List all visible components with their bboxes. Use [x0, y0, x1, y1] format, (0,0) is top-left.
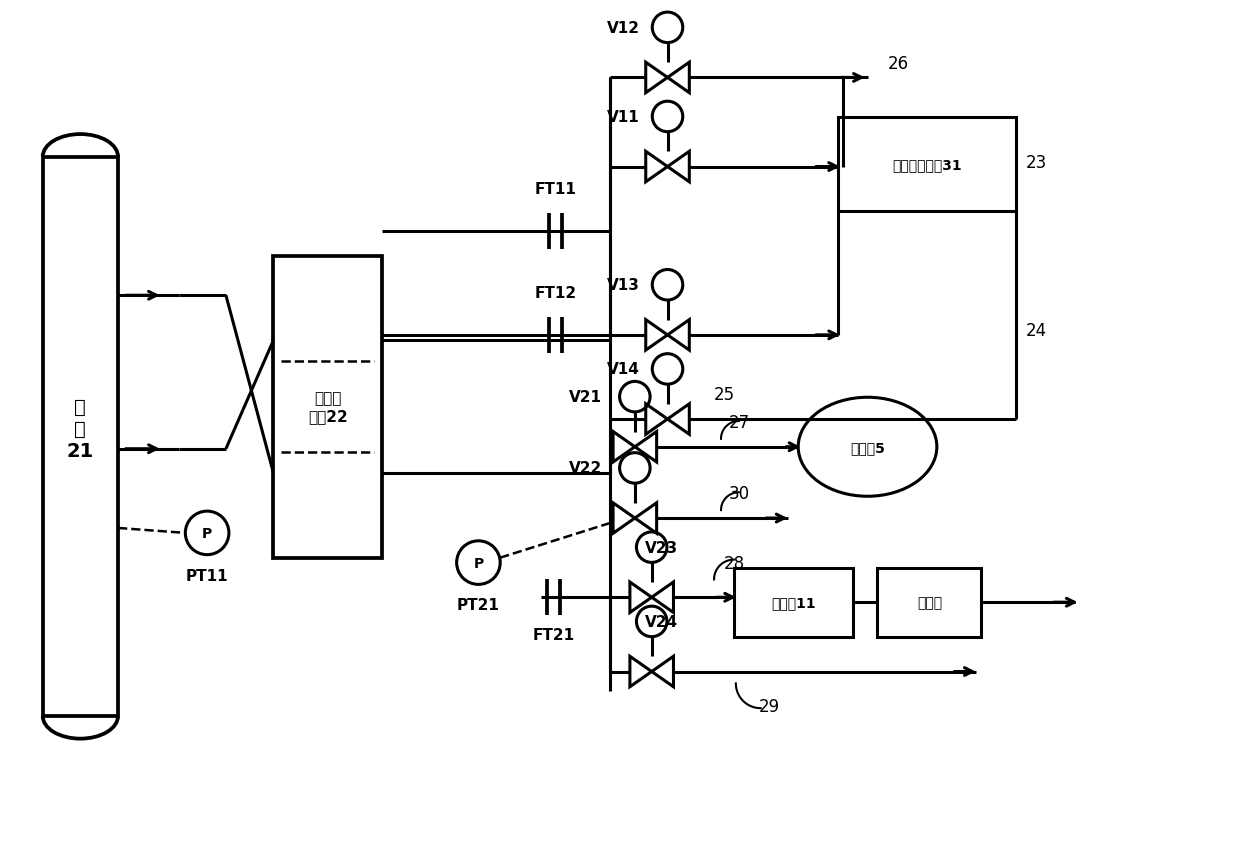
Text: P: P [202, 527, 212, 540]
Text: V22: V22 [569, 461, 601, 476]
Text: 27: 27 [729, 414, 750, 431]
Text: 29: 29 [759, 697, 780, 716]
Text: 30: 30 [729, 484, 750, 503]
Text: V23: V23 [645, 540, 678, 555]
Text: FT11: FT11 [534, 182, 577, 197]
Bar [838, 118, 1016, 212]
Text: 氮气压缩机组31: 氮气压缩机组31 [892, 158, 962, 172]
Text: 23: 23 [1025, 154, 1048, 171]
Text: PT11: PT11 [186, 568, 228, 583]
Text: 上
塔
21: 上 塔 21 [67, 398, 94, 461]
Text: V12: V12 [606, 21, 640, 35]
Text: V13: V13 [606, 278, 640, 293]
Bar [42, 158, 118, 717]
Text: 加热器11: 加热器11 [771, 596, 816, 609]
Text: V11: V11 [606, 110, 640, 125]
Text: P: P [474, 556, 484, 570]
Text: FT12: FT12 [534, 286, 577, 300]
Text: V14: V14 [606, 362, 640, 377]
Text: 24: 24 [1025, 322, 1047, 339]
Bar [878, 568, 981, 637]
Bar [734, 568, 853, 637]
Text: 板式换
热器22: 板式换 热器22 [308, 391, 347, 424]
Text: 28: 28 [724, 554, 745, 572]
Text: 氨水塔5: 氨水塔5 [851, 441, 885, 454]
Circle shape [456, 541, 500, 585]
Text: V24: V24 [645, 614, 678, 629]
Text: FT21: FT21 [533, 627, 574, 642]
Text: 25: 25 [714, 386, 735, 403]
Text: 分子筛: 分子筛 [916, 596, 942, 609]
Text: 26: 26 [888, 55, 909, 73]
Text: V21: V21 [569, 390, 601, 404]
Bar [274, 257, 382, 558]
Circle shape [185, 511, 229, 555]
Text: PT21: PT21 [458, 598, 500, 613]
